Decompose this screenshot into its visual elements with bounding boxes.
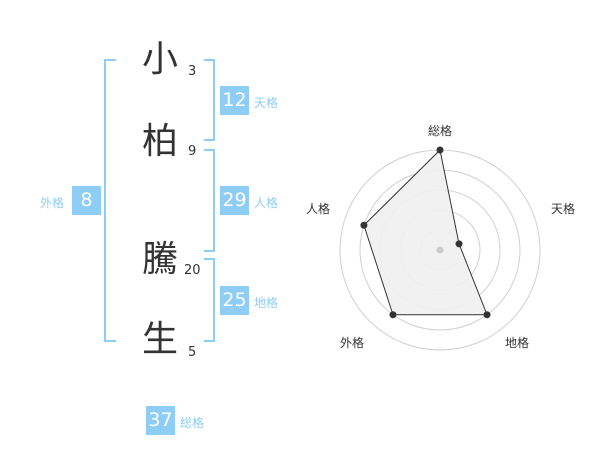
name-char-2: 柏 (141, 121, 178, 162)
axis-label-jinkaku: 人格 (306, 201, 330, 216)
radar-center (436, 246, 444, 254)
radar-point (360, 221, 368, 229)
name-char-1: 小 (141, 39, 178, 80)
jinkaku-value: 29 (220, 186, 249, 215)
axis-label-gaikaku: 外格 (340, 335, 364, 350)
radar-point (389, 311, 397, 319)
name-char-4: 生 (141, 319, 178, 360)
stroke-count-4: 5 (188, 345, 197, 360)
jinkaku-bracket (204, 149, 215, 252)
axis-label-soukaku: 総格 (428, 123, 452, 138)
radar-point (483, 311, 491, 319)
soukaku-label: 総格 (180, 416, 205, 430)
axis-label-tenkaku: 天格 (551, 201, 575, 216)
jinkaku-label: 人格 (254, 196, 279, 210)
soukaku-value: 37 (146, 406, 175, 435)
stroke-count-2: 9 (188, 144, 197, 159)
name-char-3: 騰 (141, 239, 178, 280)
gaikaku-bracket (104, 59, 116, 342)
stroke-count-1: 3 (188, 64, 197, 79)
axis-label-chikaku: 地格 (505, 335, 529, 350)
gaikaku-label: 外格 (40, 196, 65, 210)
stroke-count-3: 20 (184, 263, 201, 278)
tenkaku-label: 天格 (254, 96, 279, 110)
radar-point (455, 240, 463, 248)
tenkaku-bracket (204, 59, 215, 141)
tenkaku-value: 12 (220, 86, 249, 115)
radar-area (363, 148, 488, 316)
chikaku-value: 25 (220, 286, 249, 315)
gaikaku-value: 8 (72, 186, 101, 215)
chikaku-bracket (204, 258, 215, 342)
chikaku-label: 地格 (254, 296, 279, 310)
radar-point (436, 146, 444, 154)
